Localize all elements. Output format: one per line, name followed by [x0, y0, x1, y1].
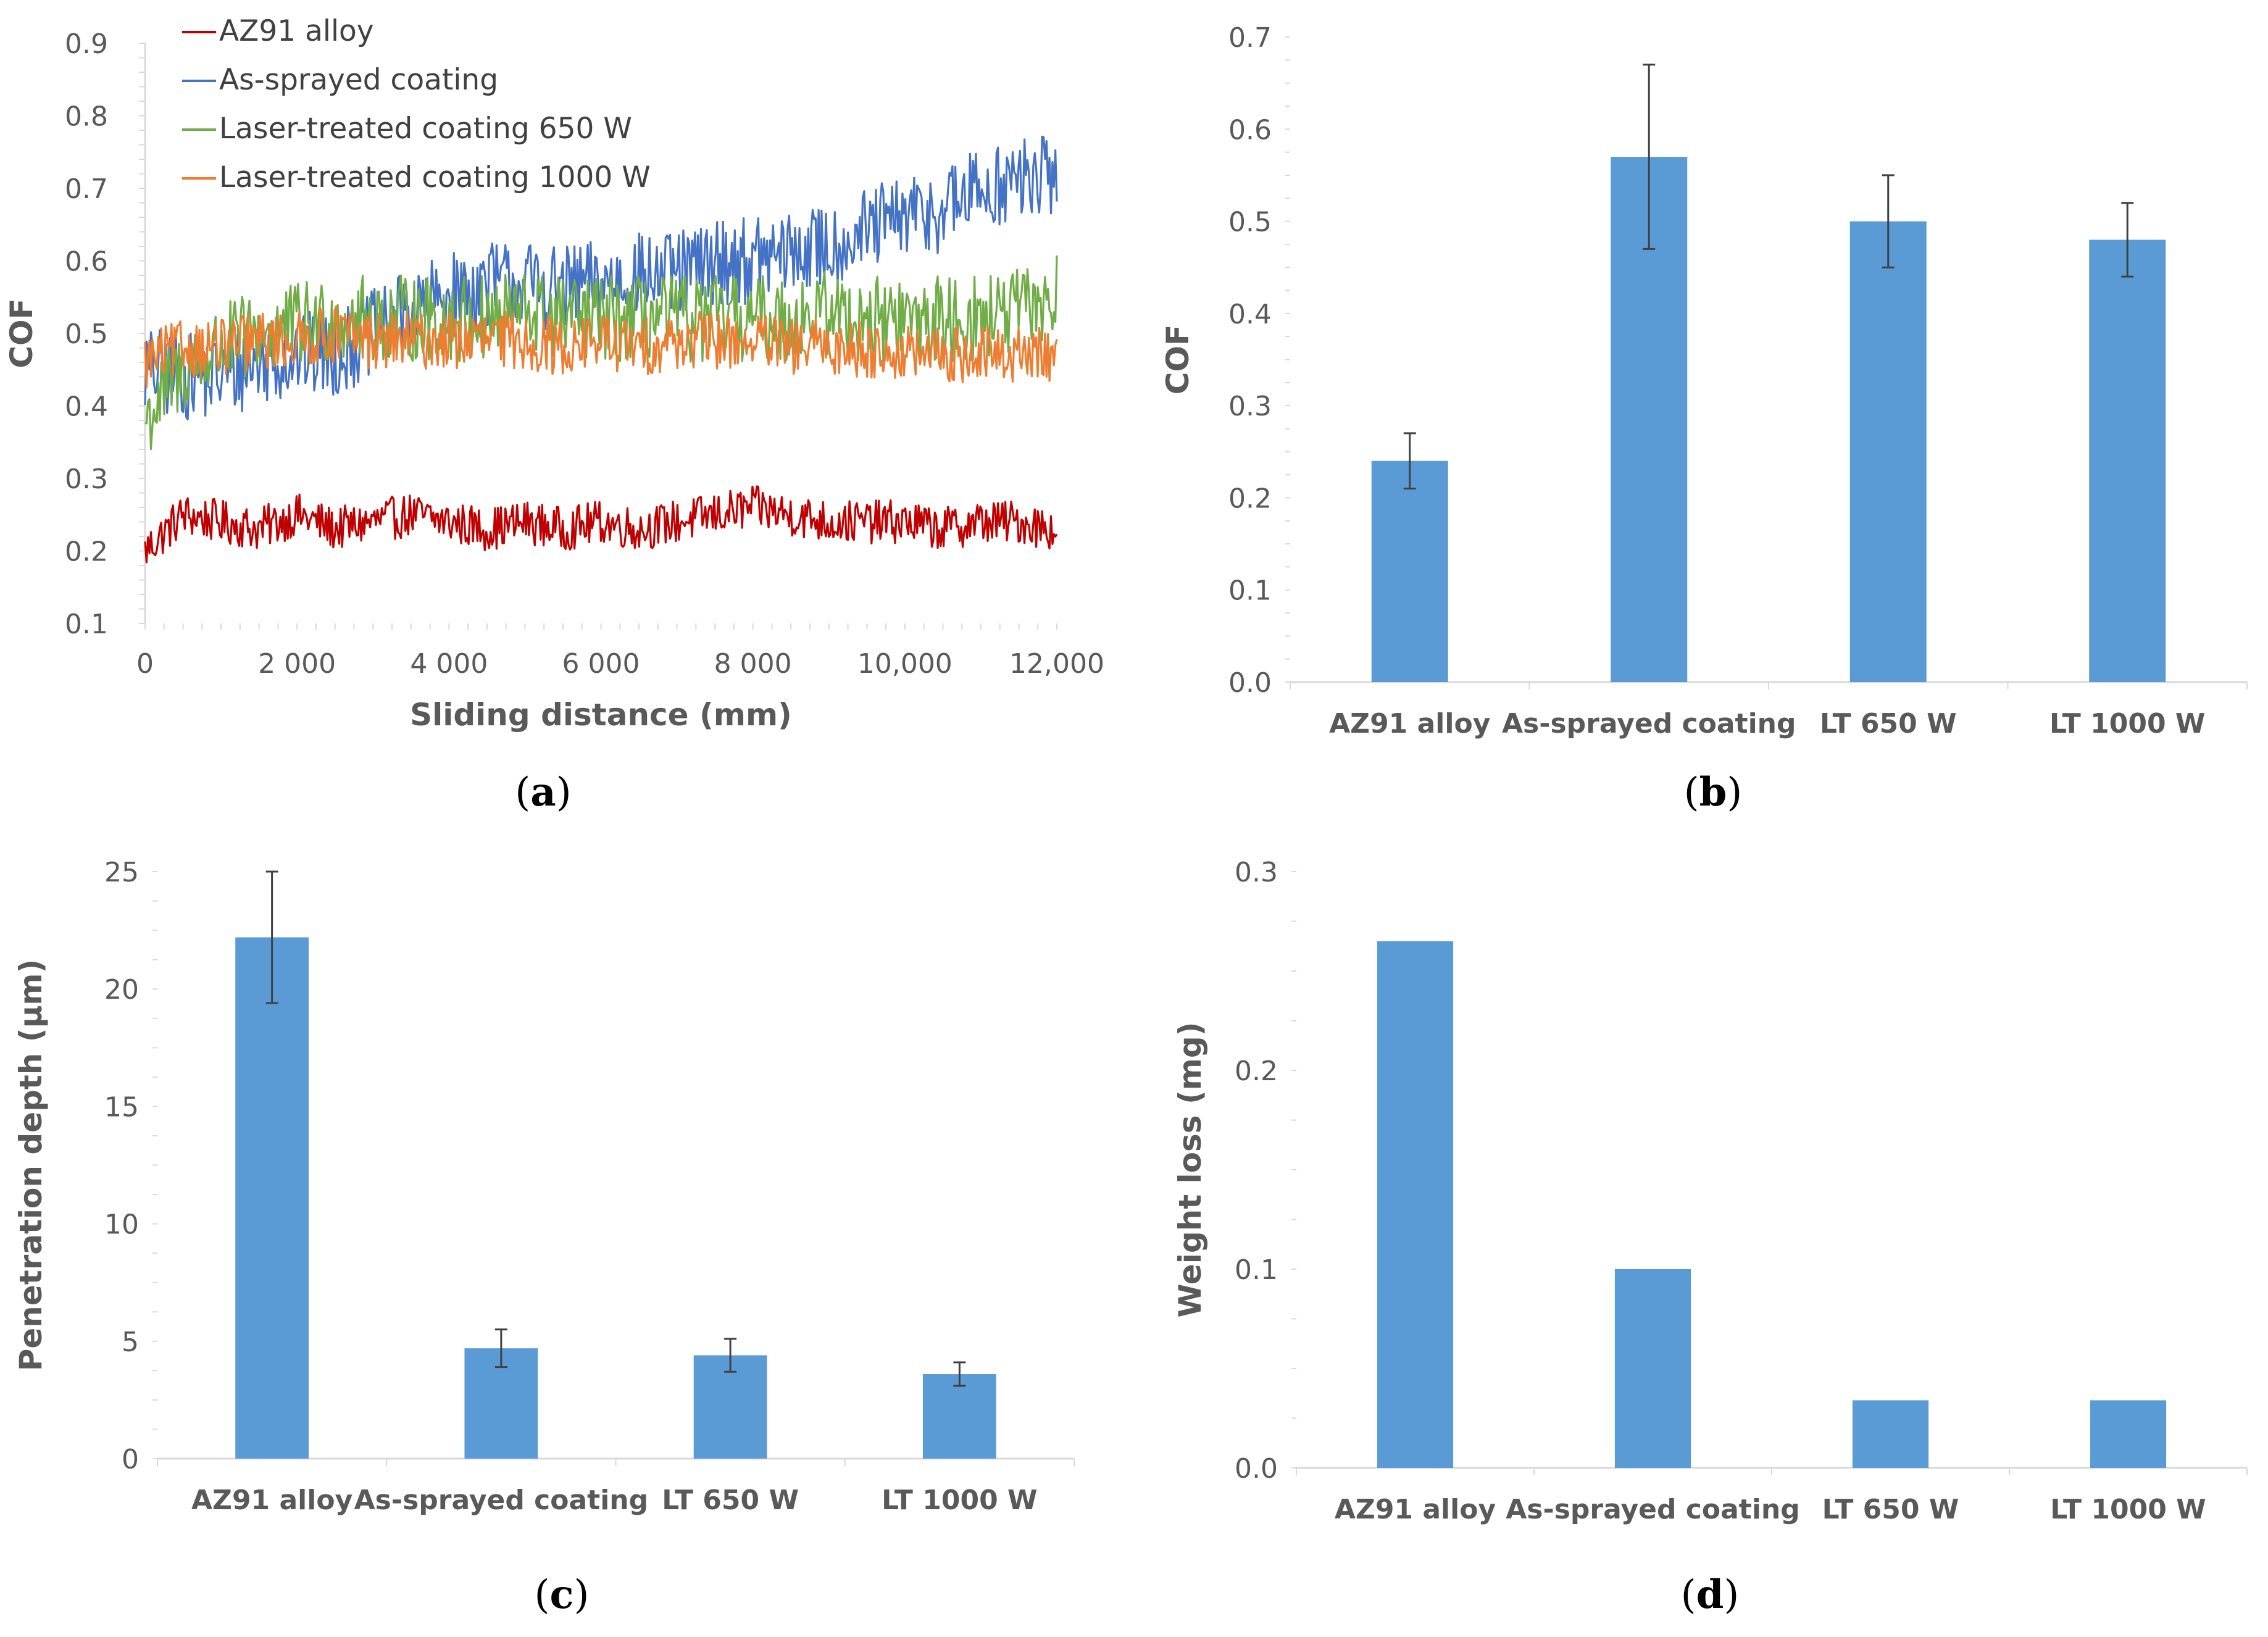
y-tick-label: 0 [122, 1444, 139, 1475]
category-label: LT 1000 W [2049, 708, 2205, 739]
series-line-laser-treated-coating-650-w [144, 255, 1058, 451]
y-tick-label: 20 [104, 974, 139, 1006]
y-tick-label: 0.6 [1228, 114, 1272, 146]
bar-lt-650-w [1849, 221, 1927, 683]
y-tick-label: 0.4 [65, 391, 108, 423]
y-tick-label: 25 [104, 857, 139, 888]
y-tick-label: 0.5 [65, 319, 108, 350]
y-tick-label: 0.2 [1228, 483, 1272, 514]
category-label: LT 1000 W [2050, 1494, 2206, 1525]
x-tick-label: 2 000 [258, 648, 336, 680]
y-tick-label: 0.6 [65, 246, 108, 278]
legend-entry: Laser-treated coating 1000 W [219, 160, 651, 194]
y-tick-label: 0.3 [1228, 391, 1272, 422]
y-axis-title: COF [1160, 325, 1196, 394]
y-tick-label: 0.1 [65, 609, 108, 640]
bar-az91-alloy [1377, 941, 1454, 1468]
category-label: As-sprayed coating [1502, 708, 1796, 739]
y-tick-label: 0.9 [65, 28, 108, 60]
panel-letter: c [550, 1572, 574, 1618]
legend-entry: AZ91 alloy [219, 14, 374, 48]
panel-letter: d [1696, 1572, 1724, 1618]
legend-entry: Laser-treated coating 650 W [219, 112, 632, 146]
x-tick-label: 12,000 [1009, 648, 1104, 680]
category-label: LT 650 W [1820, 708, 1957, 739]
bar-az91-alloy [235, 937, 309, 1459]
panel-label-c: (c) [535, 1572, 590, 1618]
panel-letter: a [530, 769, 556, 815]
y-axis-title: Weight loss (mg) [1172, 1022, 1208, 1317]
category-label: AZ91 alloy [191, 1485, 352, 1516]
category-label: LT 650 W [1822, 1494, 1959, 1525]
bar-lt-1000-w [922, 1374, 996, 1459]
category-label: LT 650 W [662, 1485, 799, 1516]
series-line-laser-treated-coating-1000-w [144, 305, 1058, 389]
chart-panel-b: 0.0 0.1 0.2 0.3 0.4 0.5 0.6 0.7 AZ91 alloy As-spr… [1160, 22, 2248, 815]
x-tick-label: 4 000 [410, 648, 488, 680]
panel-label-b: (b) [1684, 769, 1743, 815]
category-label: AZ91 alloy [1335, 1494, 1496, 1525]
panel-label-a: (a) [515, 769, 571, 815]
y-tick-label: 0.0 [1235, 1453, 1278, 1485]
y-tick-label: 0.3 [1235, 857, 1278, 888]
y-tick-label: 0.1 [1235, 1254, 1278, 1286]
y-axis-title: COF [4, 298, 40, 368]
chart-panel-d: 0.0 0.1 0.2 0.3 AZ91 alloy As-sprayed coating… [1172, 857, 2248, 1618]
y-tick-label: 0.7 [1228, 22, 1272, 54]
x-tick-label: 6 000 [562, 648, 640, 680]
bar-lt-1000-w [2090, 1400, 2167, 1468]
y-tick-label: 0.3 [65, 464, 108, 495]
y-axis-title: Penetration depth (µm) [13, 959, 49, 1372]
x-tick-label: 0 [136, 648, 154, 680]
category-label: As-sprayed coating [1506, 1494, 1800, 1525]
y-tick-label: 5 [122, 1327, 139, 1358]
y-tick-label: 0.2 [65, 536, 108, 568]
chart-panel-c: 0 5 10 15 20 25 AZ91 alloy As-sprayed coating LT… [13, 857, 1075, 1618]
x-tick-label: 10,000 [857, 648, 953, 680]
chart-panel-a: 0.1 0.2 0.3 0.4 0.5 0.6 0.7 0.8 0.9 0 2 000 4 000 6 … [4, 14, 1104, 815]
series-line-az91-alloy [144, 485, 1058, 564]
legend-entry: As-sprayed coating [219, 63, 498, 97]
category-label: As-sprayed coating [354, 1485, 649, 1516]
y-tick-label: 0.8 [65, 101, 108, 133]
panel-label-d: (d) [1681, 1572, 1740, 1618]
x-tick-label: 8 000 [714, 648, 792, 680]
bar-as-sprayed-coating [1614, 1269, 1691, 1468]
x-axis-title: Sliding distance (mm) [410, 697, 792, 733]
category-label: LT 1000 W [882, 1485, 1037, 1516]
bar-lt-1000-w [2089, 240, 2166, 682]
y-tick-label: 0.7 [65, 173, 108, 205]
y-tick-label: 0.0 [1228, 667, 1272, 699]
y-tick-label: 10 [104, 1209, 139, 1241]
y-tick-label: 0.1 [1228, 575, 1272, 607]
category-label: AZ91 alloy [1329, 708, 1490, 739]
y-tick-label: 0.4 [1228, 299, 1272, 330]
panel-letter: b [1699, 769, 1727, 815]
bar-az91-alloy [1371, 460, 1448, 682]
y-tick-label: 0.5 [1228, 207, 1272, 238]
y-tick-label: 15 [104, 1091, 139, 1123]
bar-lt-650-w [1852, 1400, 1929, 1468]
y-tick-label: 0.2 [1235, 1056, 1278, 1087]
